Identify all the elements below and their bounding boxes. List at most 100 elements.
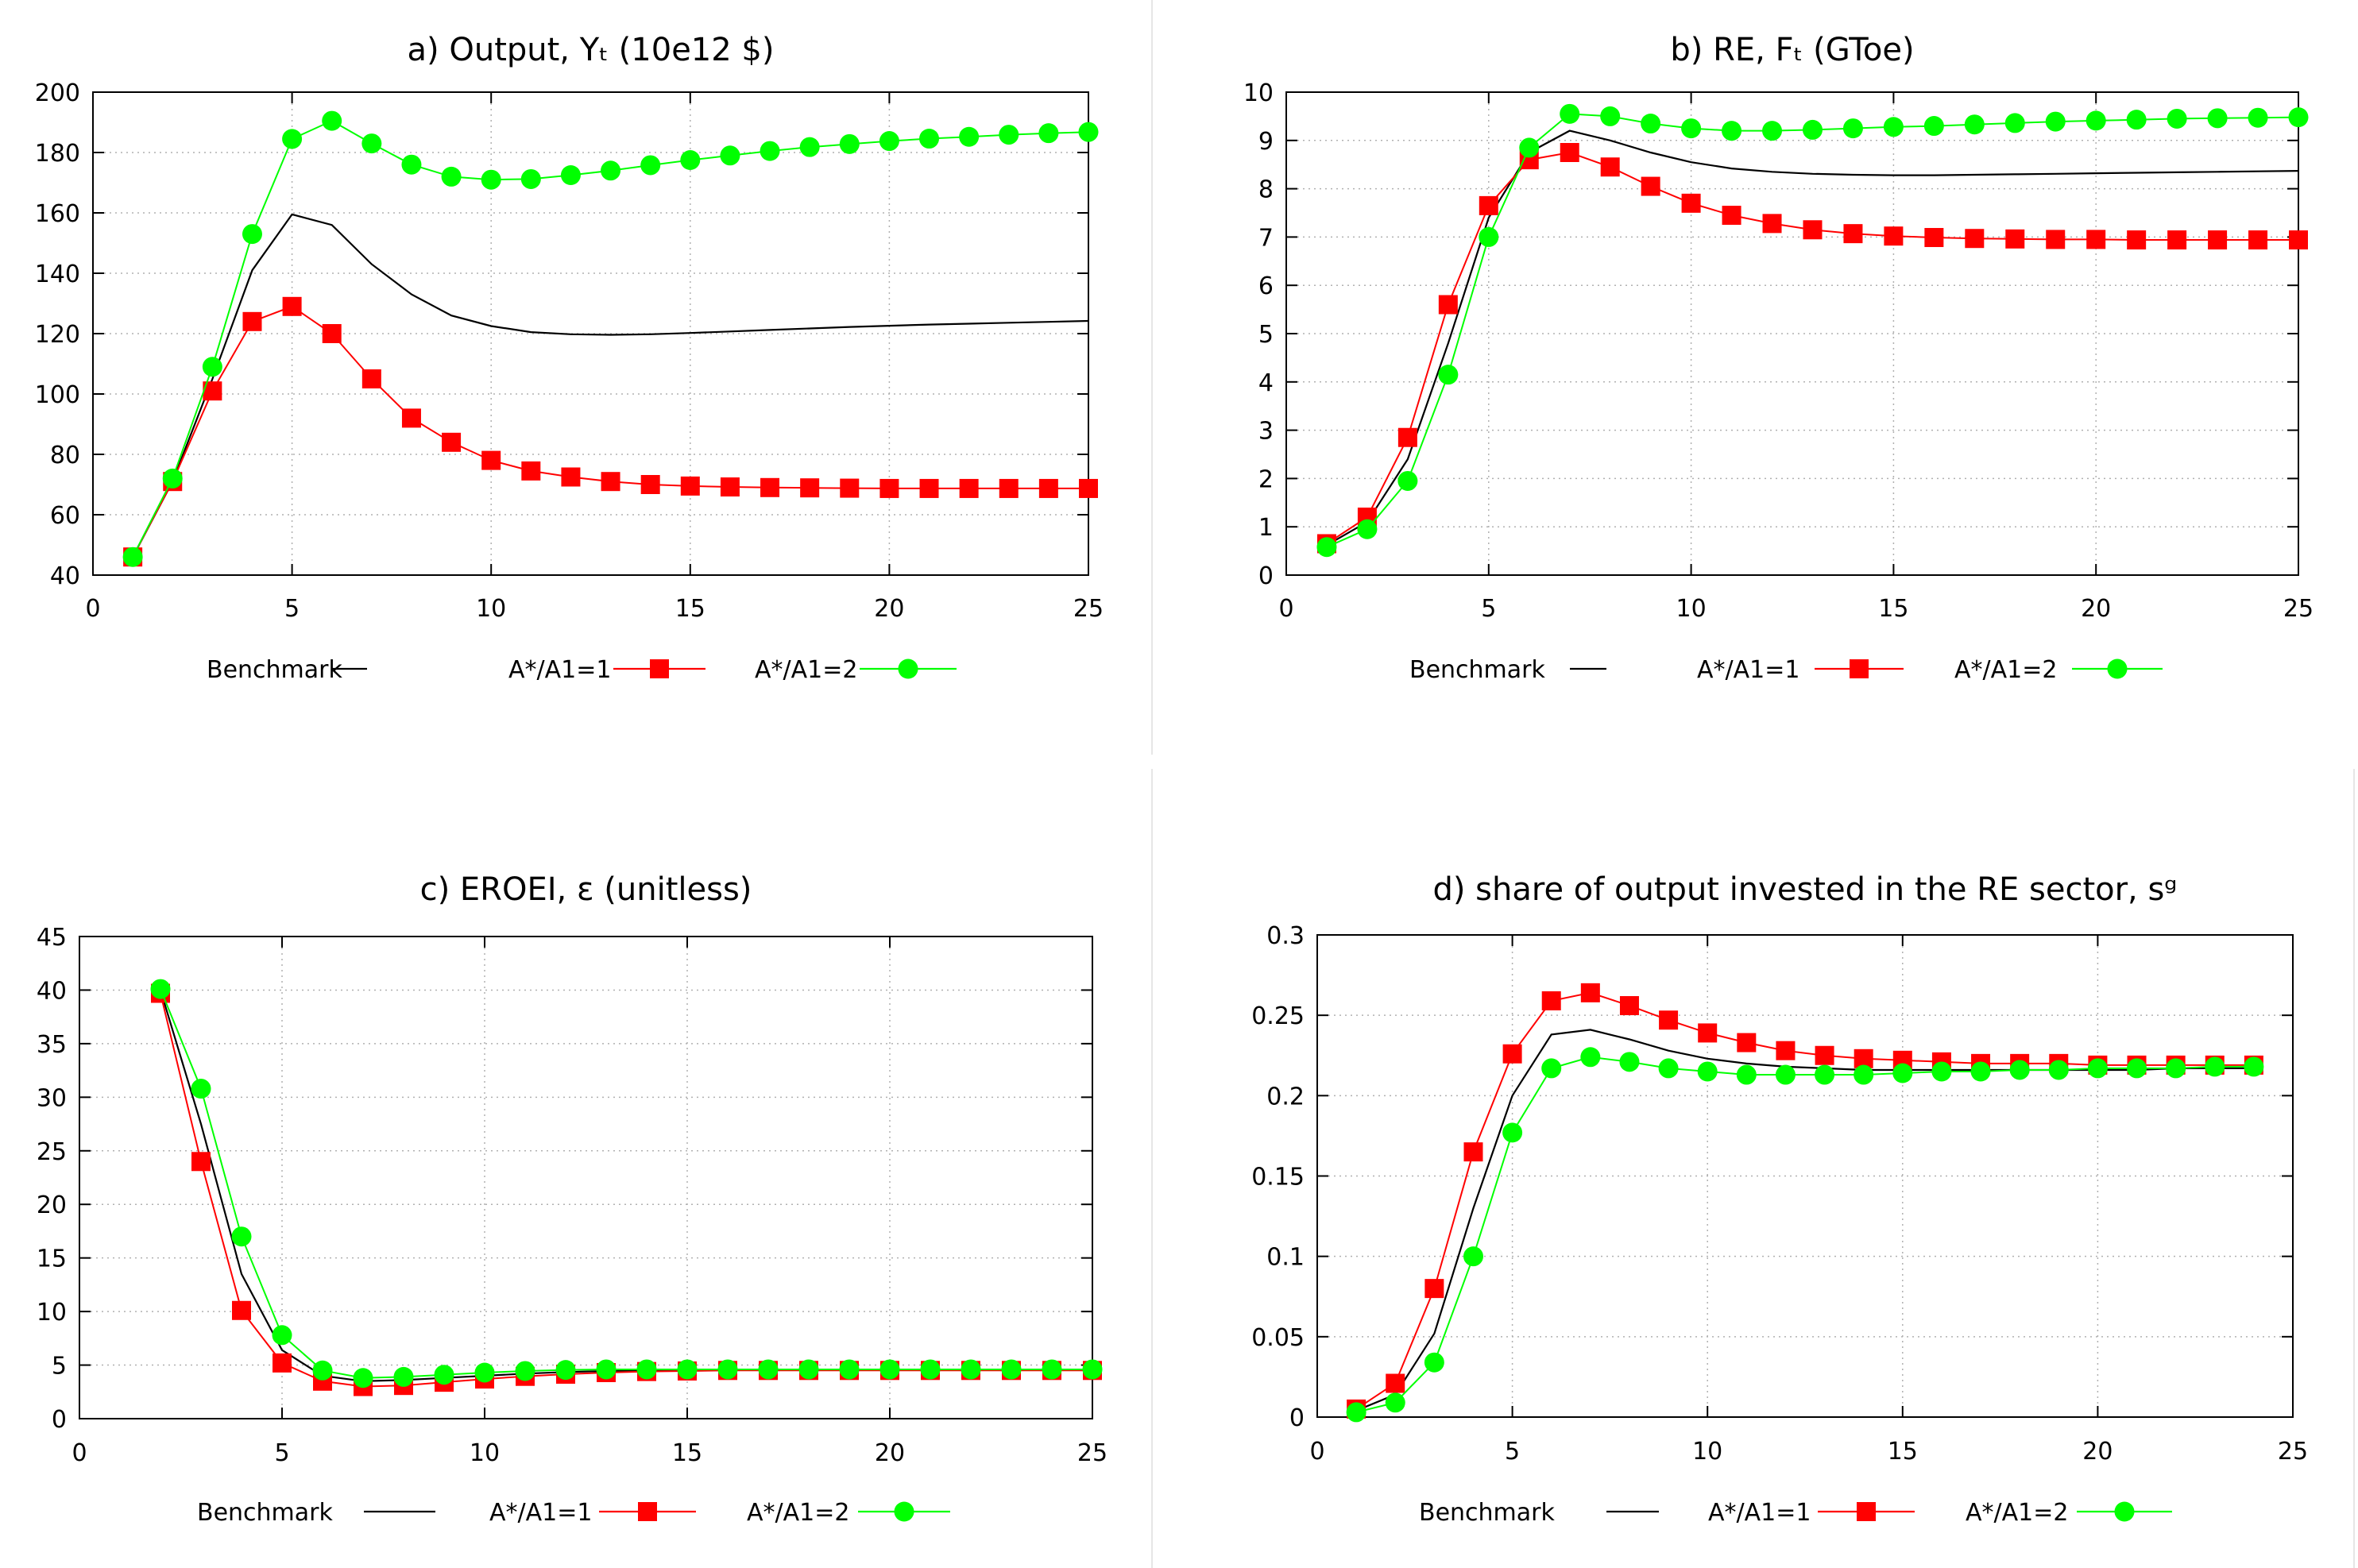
y-tick-label: 35 xyxy=(37,1031,67,1059)
x-tick-label: 5 xyxy=(284,595,300,623)
chart-eroei: c) EROEI, ε (unitless) 0 5 10 15 20 25 30 35 40 45… xyxy=(37,871,1107,1527)
data-point xyxy=(1737,1033,1757,1052)
data-point xyxy=(1502,1122,1523,1143)
data-point xyxy=(242,224,262,245)
data-point xyxy=(1722,206,1741,226)
data-point xyxy=(1681,118,1702,139)
data-point xyxy=(1600,106,1621,126)
data-point xyxy=(2288,107,2309,128)
data-point xyxy=(2048,1060,2069,1080)
data-point xyxy=(2005,229,2025,249)
legend: Benchmark A*/A1=1 A*/A1=2 xyxy=(207,656,957,684)
data-point xyxy=(515,1361,535,1381)
data-point xyxy=(322,110,342,131)
data-point xyxy=(596,1359,617,1380)
data-point xyxy=(1438,295,1458,315)
data-point xyxy=(1346,1402,1366,1423)
data-point xyxy=(677,1359,698,1380)
data-point xyxy=(1641,176,1660,196)
chart-title: c) EROEI, ε (unitless) xyxy=(420,871,752,908)
y-tick-label: 0.05 xyxy=(1251,1324,1305,1352)
y-tick-label: 30 xyxy=(37,1084,67,1112)
data-point xyxy=(2207,108,2228,129)
data-point xyxy=(1397,427,1417,447)
data-point xyxy=(2208,230,2228,250)
data-point xyxy=(2126,110,2147,130)
data-point xyxy=(1078,122,1099,142)
data-point xyxy=(919,129,940,149)
data-point xyxy=(2166,1058,2186,1079)
series-line xyxy=(1326,129,2299,546)
legend-label: A*/A1=2 xyxy=(1966,1499,2068,1527)
data-point xyxy=(312,1360,333,1381)
vertical-separator-bottom xyxy=(1151,769,1153,1568)
y-tick-label: 120 xyxy=(35,321,80,349)
data-point xyxy=(680,476,700,496)
series-line xyxy=(159,990,1092,1382)
y-tick-label: 45 xyxy=(37,924,67,952)
series-line xyxy=(1326,151,2298,545)
legend-label: A*/A1=1 xyxy=(489,1499,592,1527)
y-tick-label: 0 xyxy=(52,1406,67,1434)
legend-marker xyxy=(2107,658,2128,679)
data-point xyxy=(959,126,980,147)
x-tick-label: 20 xyxy=(875,1439,905,1467)
x-tick-label: 15 xyxy=(672,1439,702,1467)
series-a-ratio-2 xyxy=(150,979,1103,1388)
data-point xyxy=(555,1360,576,1381)
series-line xyxy=(160,993,1092,1388)
data-point xyxy=(1386,1373,1405,1393)
data-point xyxy=(2087,1058,2108,1079)
data-point xyxy=(1079,478,1098,498)
data-point xyxy=(760,477,780,497)
x-tick-label: 25 xyxy=(2283,595,2314,623)
y-tick-label: 0 xyxy=(1258,562,1274,590)
data-point xyxy=(1463,1142,1483,1162)
y-tick-label: 40 xyxy=(50,562,80,590)
legend: Benchmark A*/A1=1 A*/A1=2 xyxy=(1419,1499,2172,1527)
data-point xyxy=(1775,1064,1796,1085)
data-point xyxy=(191,1079,211,1099)
data-point xyxy=(273,1353,292,1373)
axes: 0 0.05 0.1 0.15 0.2 0.25 0.3 0 5 10 15 20 25 xyxy=(1251,922,2308,1466)
data-point xyxy=(481,169,501,190)
data-point xyxy=(760,141,780,161)
x-tick-label: 0 xyxy=(1278,595,1293,623)
data-point xyxy=(636,1359,657,1380)
x-tick-label: 10 xyxy=(476,595,506,623)
data-point xyxy=(322,324,342,343)
data-point xyxy=(1424,1279,1444,1299)
data-point xyxy=(1038,478,1058,498)
data-point xyxy=(361,133,382,154)
x-tick-label: 15 xyxy=(675,595,705,623)
data-point xyxy=(2205,1056,2225,1077)
axes: 0 1 2 3 4 5 6 7 8 9 10 0 5 10 15 20 25 xyxy=(1243,79,2314,623)
data-point xyxy=(1424,1352,1444,1373)
data-point xyxy=(1923,116,1944,137)
grid xyxy=(1286,92,2298,575)
data-point xyxy=(1541,1058,1562,1079)
x-tick-label: 0 xyxy=(85,595,100,623)
legend-marker xyxy=(1850,659,1869,678)
data-point xyxy=(1659,1010,1679,1030)
data-point xyxy=(520,168,541,189)
data-point xyxy=(2167,108,2187,129)
data-point xyxy=(1854,1064,1874,1085)
data-point xyxy=(680,150,701,170)
legend-label: A*/A1=2 xyxy=(1954,656,2057,684)
y-tick-label: 160 xyxy=(35,200,80,228)
data-point xyxy=(2045,111,2066,132)
y-tick-label: 7 xyxy=(1258,224,1274,252)
series-line xyxy=(1326,113,2299,548)
data-point xyxy=(2289,230,2308,250)
y-tick-label: 140 xyxy=(35,261,80,288)
data-point xyxy=(441,166,462,187)
chart-title: d) share of output invested in the RE se… xyxy=(1432,871,2177,908)
legend-label: Benchmark xyxy=(1409,656,1546,684)
data-point xyxy=(2004,113,2025,133)
x-tick-label: 0 xyxy=(1309,1438,1324,1466)
y-tick-label: 5 xyxy=(1258,321,1274,349)
data-point xyxy=(1560,143,1579,162)
x-tick-label: 20 xyxy=(874,595,904,623)
data-point xyxy=(999,478,1019,498)
